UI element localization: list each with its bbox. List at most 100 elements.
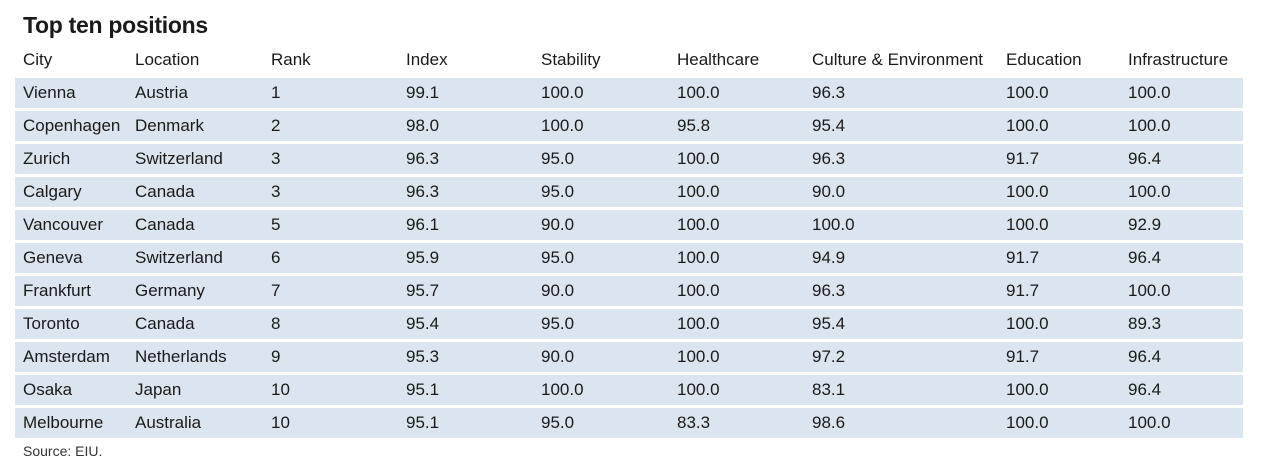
column-header-stability: Stability: [533, 45, 669, 75]
table-row: Melbourne Australia 10 95.1 95.0 83.3 98.6 100.…: [15, 405, 1243, 438]
table-row: Amsterdam Netherlands 9 95.3 90.0 100.0 97.2 91…: [15, 339, 1243, 372]
cell-education: 91.7: [998, 273, 1120, 306]
cell-stability: 95.0: [533, 306, 669, 339]
cell-healthcare: 100.0: [669, 240, 804, 273]
rankings-table: City Location Rank Index Stability Healt…: [15, 45, 1243, 438]
cell-city: Calgary: [15, 174, 127, 207]
cell-city: Vienna: [15, 75, 127, 108]
cell-stability: 100.0: [533, 75, 669, 108]
cell-rank: 9: [263, 339, 398, 372]
cell-city: Osaka: [15, 372, 127, 405]
cell-healthcare: 100.0: [669, 174, 804, 207]
table-row: Toronto Canada 8 95.4 95.0 100.0 95.4 100.0 89.3: [15, 306, 1243, 339]
cell-healthcare: 100.0: [669, 141, 804, 174]
cell-index: 96.3: [398, 141, 533, 174]
cell-city: Melbourne: [15, 405, 127, 438]
column-header-location: Location: [127, 45, 263, 75]
cell-infrastructure: 96.4: [1120, 372, 1243, 405]
cell-culture-environment: 100.0: [804, 207, 998, 240]
cell-location: Denmark: [127, 108, 263, 141]
cell-index: 95.3: [398, 339, 533, 372]
cell-education: 100.0: [998, 108, 1120, 141]
cell-culture-environment: 96.3: [804, 141, 998, 174]
cell-culture-environment: 95.4: [804, 306, 998, 339]
cell-education: 91.7: [998, 141, 1120, 174]
cell-culture-environment: 96.3: [804, 75, 998, 108]
table-row: Osaka Japan 10 95.1 100.0 100.0 83.1 100.0 96.4: [15, 372, 1243, 405]
cell-culture-environment: 98.6: [804, 405, 998, 438]
cell-location: Germany: [127, 273, 263, 306]
cell-rank: 8: [263, 306, 398, 339]
cell-city: Geneva: [15, 240, 127, 273]
column-header-index: Index: [398, 45, 533, 75]
cell-healthcare: 100.0: [669, 372, 804, 405]
column-header-education: Education: [998, 45, 1120, 75]
cell-healthcare: 100.0: [669, 273, 804, 306]
cell-stability: 90.0: [533, 273, 669, 306]
cell-location: Japan: [127, 372, 263, 405]
cell-rank: 5: [263, 207, 398, 240]
cell-rank: 1: [263, 75, 398, 108]
cell-location: Australia: [127, 405, 263, 438]
cell-infrastructure: 100.0: [1120, 405, 1243, 438]
cell-index: 96.1: [398, 207, 533, 240]
cell-infrastructure: 89.3: [1120, 306, 1243, 339]
cell-education: 100.0: [998, 372, 1120, 405]
cell-city: Toronto: [15, 306, 127, 339]
cell-culture-environment: 96.3: [804, 273, 998, 306]
column-header-rank: Rank: [263, 45, 398, 75]
source-note: Source: EIU.: [23, 443, 103, 459]
cell-stability: 90.0: [533, 207, 669, 240]
table-row: Copenhagen Denmark 2 98.0 100.0 95.8 95.4 100.0…: [15, 108, 1243, 141]
cell-rank: 10: [263, 405, 398, 438]
cell-city: Frankfurt: [15, 273, 127, 306]
table-row: Frankfurt Germany 7 95.7 90.0 100.0 96.3 91.7 10…: [15, 273, 1243, 306]
table-row: Vienna Austria 1 99.1 100.0 100.0 96.3 100.0 100…: [15, 75, 1243, 108]
table-row: Calgary Canada 3 96.3 95.0 100.0 90.0 100.0 100.…: [15, 174, 1243, 207]
cell-location: Netherlands: [127, 339, 263, 372]
cell-rank: 3: [263, 141, 398, 174]
cell-culture-environment: 83.1: [804, 372, 998, 405]
cell-healthcare: 100.0: [669, 207, 804, 240]
cell-index: 99.1: [398, 75, 533, 108]
cell-culture-environment: 94.9: [804, 240, 998, 273]
cell-education: 100.0: [998, 405, 1120, 438]
cell-index: 95.4: [398, 306, 533, 339]
cell-stability: 95.0: [533, 141, 669, 174]
cell-stability: 90.0: [533, 339, 669, 372]
cell-index: 96.3: [398, 174, 533, 207]
cell-culture-environment: 95.4: [804, 108, 998, 141]
cell-culture-environment: 97.2: [804, 339, 998, 372]
cell-healthcare: 100.0: [669, 306, 804, 339]
cell-education: 100.0: [998, 174, 1120, 207]
column-header-infrastructure: Infrastructure: [1120, 45, 1243, 75]
cell-infrastructure: 96.4: [1120, 240, 1243, 273]
cell-rank: 2: [263, 108, 398, 141]
cell-rank: 3: [263, 174, 398, 207]
cell-healthcare: 100.0: [669, 75, 804, 108]
table-row: Vancouver Canada 5 96.1 90.0 100.0 100.0 100.0 9…: [15, 207, 1243, 240]
cell-city: Copenhagen: [15, 108, 127, 141]
cell-location: Canada: [127, 306, 263, 339]
cell-index: 95.1: [398, 372, 533, 405]
column-header-culture-environment: Culture & Environment: [804, 45, 998, 75]
cell-rank: 10: [263, 372, 398, 405]
cell-rank: 6: [263, 240, 398, 273]
cell-infrastructure: 96.4: [1120, 339, 1243, 372]
cell-stability: 95.0: [533, 405, 669, 438]
table-row: Zurich Switzerland 3 96.3 95.0 100.0 96.3 91.7 9…: [15, 141, 1243, 174]
cell-index: 98.0: [398, 108, 533, 141]
cell-infrastructure: 100.0: [1120, 273, 1243, 306]
cell-infrastructure: 92.9: [1120, 207, 1243, 240]
cell-infrastructure: 100.0: [1120, 108, 1243, 141]
table-row: Geneva Switzerland 6 95.9 95.0 100.0 94.9 91.7 9…: [15, 240, 1243, 273]
cell-culture-environment: 90.0: [804, 174, 998, 207]
cell-stability: 95.0: [533, 240, 669, 273]
cell-education: 91.7: [998, 240, 1120, 273]
column-header-city: City: [15, 45, 127, 75]
cell-education: 100.0: [998, 75, 1120, 108]
cell-healthcare: 100.0: [669, 339, 804, 372]
cell-stability: 100.0: [533, 372, 669, 405]
cell-city: Amsterdam: [15, 339, 127, 372]
cell-index: 95.7: [398, 273, 533, 306]
